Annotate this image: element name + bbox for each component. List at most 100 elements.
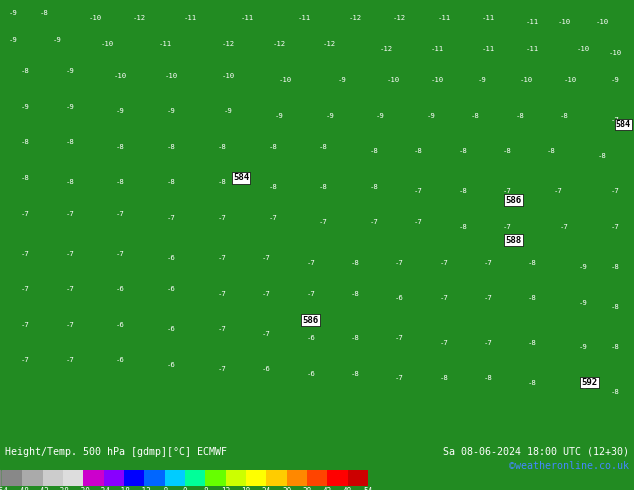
Text: -7: -7 xyxy=(116,250,125,257)
Text: -7: -7 xyxy=(217,326,226,332)
Text: 584: 584 xyxy=(233,173,249,182)
Text: -8: -8 xyxy=(458,148,467,154)
Bar xyxy=(83,470,104,486)
Text: -9: -9 xyxy=(116,108,125,114)
Text: -8: -8 xyxy=(414,148,423,154)
Text: -12: -12 xyxy=(349,15,361,21)
Text: -8: -8 xyxy=(503,148,512,154)
Text: -8: -8 xyxy=(319,184,328,190)
Text: -7: -7 xyxy=(395,335,404,341)
Text: -8: -8 xyxy=(611,344,619,350)
Text: -8: -8 xyxy=(370,184,378,190)
Text: -24: -24 xyxy=(97,487,110,490)
Text: -6: -6 xyxy=(167,326,176,332)
Text: -8: -8 xyxy=(528,295,537,301)
Text: -7: -7 xyxy=(484,340,493,345)
Text: -7: -7 xyxy=(611,224,619,230)
Text: -9: -9 xyxy=(579,344,588,350)
Text: -7: -7 xyxy=(414,188,423,195)
Text: -9: -9 xyxy=(338,77,347,83)
Text: -8: -8 xyxy=(611,264,619,270)
Text: -7: -7 xyxy=(370,220,378,225)
Bar xyxy=(63,470,83,486)
Bar xyxy=(104,470,124,486)
Text: 54: 54 xyxy=(363,487,373,490)
Text: -7: -7 xyxy=(560,224,569,230)
Text: -7: -7 xyxy=(65,286,74,292)
Text: -9: -9 xyxy=(53,37,61,43)
Text: -10: -10 xyxy=(564,77,577,83)
Text: -30: -30 xyxy=(76,487,90,490)
Text: -10: -10 xyxy=(89,15,101,21)
Text: -8: -8 xyxy=(217,144,226,150)
Text: -8: -8 xyxy=(268,184,277,190)
Bar xyxy=(22,470,42,486)
Text: -7: -7 xyxy=(268,215,277,221)
Text: -10: -10 xyxy=(165,73,178,78)
Text: 8: 8 xyxy=(203,487,208,490)
Text: -10: -10 xyxy=(609,50,621,56)
Text: -6: -6 xyxy=(116,286,125,292)
Bar xyxy=(327,470,347,486)
Text: -9: -9 xyxy=(167,108,176,114)
Text: -6: -6 xyxy=(306,371,315,377)
Text: -9: -9 xyxy=(579,299,588,306)
Text: -8: -8 xyxy=(65,139,74,146)
Text: -8: -8 xyxy=(167,179,176,185)
Text: -8: -8 xyxy=(319,144,328,150)
Text: -9: -9 xyxy=(65,104,74,110)
Text: 592: 592 xyxy=(581,378,598,387)
Text: 42: 42 xyxy=(323,487,332,490)
Bar xyxy=(266,470,287,486)
Text: -8: -8 xyxy=(598,153,607,159)
Text: -6: -6 xyxy=(116,322,125,328)
Text: -11: -11 xyxy=(482,15,495,21)
Text: -7: -7 xyxy=(217,367,226,372)
Text: -9: -9 xyxy=(427,113,436,119)
Text: -7: -7 xyxy=(439,260,448,266)
Text: -7: -7 xyxy=(21,250,30,257)
Text: -8: -8 xyxy=(370,148,378,154)
Bar xyxy=(42,470,63,486)
Bar xyxy=(205,470,226,486)
Text: -7: -7 xyxy=(21,322,30,328)
Text: -7: -7 xyxy=(116,211,125,217)
Text: -7: -7 xyxy=(217,291,226,296)
Text: -9: -9 xyxy=(8,37,17,43)
Text: -6: -6 xyxy=(167,362,176,368)
Text: -7: -7 xyxy=(319,220,328,225)
Text: -11: -11 xyxy=(431,46,444,52)
Text: -6: -6 xyxy=(262,367,271,372)
Text: -8: -8 xyxy=(351,371,359,377)
Text: -8: -8 xyxy=(268,144,277,150)
Text: -8: -8 xyxy=(160,487,169,490)
Text: -10: -10 xyxy=(101,42,114,48)
Text: 18: 18 xyxy=(242,487,250,490)
Bar xyxy=(226,470,246,486)
Text: -38: -38 xyxy=(56,487,70,490)
Text: -7: -7 xyxy=(21,357,30,364)
Bar xyxy=(2,470,22,486)
Text: -11: -11 xyxy=(526,19,539,25)
Text: -8: -8 xyxy=(611,389,619,394)
Text: -6: -6 xyxy=(306,335,315,341)
Text: -12: -12 xyxy=(133,15,146,21)
Text: Sa 08-06-2024 18:00 UTC (12+30): Sa 08-06-2024 18:00 UTC (12+30) xyxy=(443,447,629,457)
Text: -54: -54 xyxy=(0,487,9,490)
Text: -7: -7 xyxy=(262,291,271,296)
Text: -7: -7 xyxy=(611,188,619,195)
Text: -7: -7 xyxy=(439,340,448,345)
Text: -11: -11 xyxy=(241,15,254,21)
Text: 48: 48 xyxy=(343,487,353,490)
Text: -8: -8 xyxy=(471,113,480,119)
Text: -8: -8 xyxy=(458,188,467,195)
Text: -8: -8 xyxy=(21,68,30,74)
Text: -11: -11 xyxy=(158,42,171,48)
Text: -7: -7 xyxy=(395,260,404,266)
Text: -10: -10 xyxy=(520,77,533,83)
Text: 30: 30 xyxy=(282,487,291,490)
Text: -8: -8 xyxy=(439,375,448,381)
Text: -6: -6 xyxy=(395,295,404,301)
Text: -8: -8 xyxy=(528,380,537,386)
Text: -7: -7 xyxy=(65,250,74,257)
